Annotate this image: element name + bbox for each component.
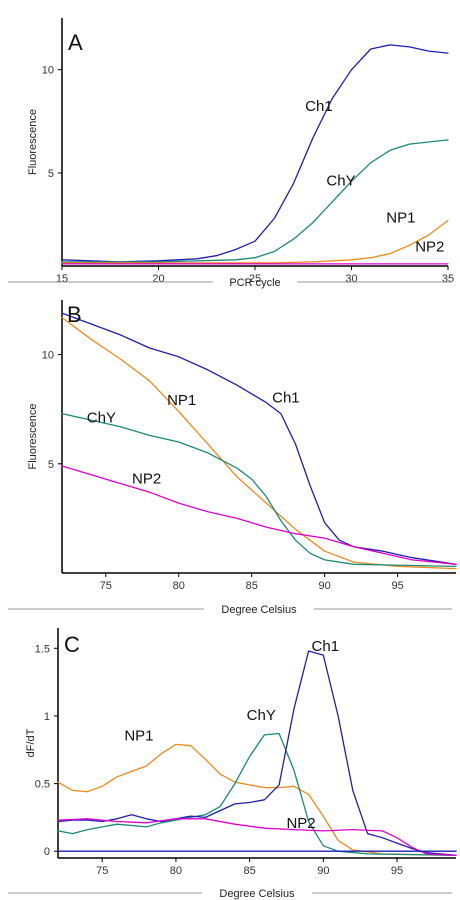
x-tick-label: 95 bbox=[391, 865, 403, 877]
panel-letter-c: C bbox=[64, 632, 80, 657]
x-axis-title-b: Degree Celsius bbox=[221, 604, 297, 616]
series-label-np2-a: NP2 bbox=[415, 239, 444, 256]
series-line-np2-c bbox=[57, 818, 457, 856]
x-tick-label: 90 bbox=[317, 865, 329, 877]
series-line-chy-b bbox=[61, 412, 457, 568]
y-tick-label: 10 bbox=[42, 65, 54, 77]
series-label-np2-b: NP2 bbox=[132, 470, 161, 487]
series-line-ch1-a bbox=[61, 44, 449, 263]
chart-b-svg: 75 80 85 90 95 5 10 B Fluorescence Degree Celsius… bbox=[8, 300, 457, 616]
series-line-ch1-c bbox=[57, 650, 457, 856]
chart-a-svg: 15 20 25 30 35 5 10 A Fluorescence PCR cycle Ch1 Ch… bbox=[8, 18, 454, 289]
series-label-chy-c: ChY bbox=[247, 707, 276, 724]
panel-letter-b: B bbox=[67, 302, 82, 327]
y-axis-title-b: Fluorescence bbox=[27, 403, 39, 469]
x-tick-label: 30 bbox=[345, 273, 357, 285]
series-label-chy-b: ChY bbox=[87, 409, 116, 426]
panel-letter-a: A bbox=[68, 30, 83, 55]
series-line-chy-a bbox=[61, 139, 449, 263]
y-tick-label: 1 bbox=[44, 711, 50, 723]
series-label-chy-a: ChY bbox=[326, 172, 355, 189]
chart-panel-a: 15 20 25 30 35 5 10 A Fluorescence PCR cycle Ch1 Ch… bbox=[0, 0, 460, 292]
y-tick-label: 0 bbox=[44, 846, 50, 858]
chart-c-svg: 75 80 85 90 95 0 0.5 1 1.5 CdF/dT Degree Celsius Ch… bbox=[8, 628, 457, 900]
series-label-np2-c: NP2 bbox=[286, 815, 315, 832]
y-tick-label: 1.5 bbox=[35, 643, 50, 655]
series-line-ch1-b bbox=[61, 312, 457, 565]
x-tick-label: 80 bbox=[170, 865, 182, 877]
chart-panel-b: 75 80 85 90 95 5 10 B Fluorescence Degree Celsius… bbox=[0, 292, 460, 622]
series-label-ch1-b: Ch1 bbox=[272, 390, 300, 407]
x-tick-label: 35 bbox=[442, 273, 454, 285]
x-axis-title-c: Degree Celsius bbox=[219, 888, 295, 900]
x-tick-label: 85 bbox=[244, 865, 256, 877]
x-tick-label: 25 bbox=[249, 273, 261, 285]
series-label-ch1-c: Ch1 bbox=[312, 638, 340, 655]
x-tick-label: 95 bbox=[392, 580, 404, 592]
series-label-np1-c: NP1 bbox=[124, 727, 153, 744]
series-label-ch1-a: Ch1 bbox=[305, 98, 333, 115]
series-label-np1-b: NP1 bbox=[167, 392, 196, 409]
x-axis-title-a: PCR cycle bbox=[229, 277, 280, 289]
x-tick-label: 20 bbox=[152, 273, 164, 285]
y-tick-label: 5 bbox=[48, 459, 54, 471]
series-line-np1-c bbox=[57, 743, 457, 856]
series-line-np1-b bbox=[61, 316, 457, 570]
x-tick-label: 90 bbox=[319, 580, 331, 592]
x-tick-label: 75 bbox=[96, 865, 108, 877]
y-tick-label: 5 bbox=[48, 168, 54, 180]
x-tick-label: 75 bbox=[100, 580, 112, 592]
y-tick-label: 10 bbox=[42, 350, 54, 362]
x-tick-label: 85 bbox=[246, 580, 258, 592]
y-axis-title-c: dF/dT bbox=[25, 728, 37, 757]
x-tick-label: 15 bbox=[56, 273, 68, 285]
series-label-np1-a: NP1 bbox=[386, 210, 415, 227]
y-axis-title-a: Fluorescence bbox=[27, 109, 39, 175]
series-line-chy-c bbox=[57, 732, 457, 856]
y-tick-label: 0.5 bbox=[35, 779, 50, 791]
series-line-np1-a bbox=[61, 219, 449, 264]
series-line-np2-b bbox=[61, 465, 457, 565]
x-tick-label: 80 bbox=[173, 580, 185, 592]
